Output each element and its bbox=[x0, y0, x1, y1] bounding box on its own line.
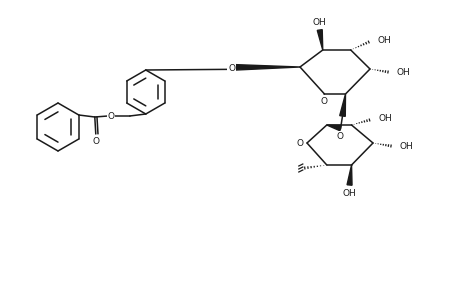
Text: OH: OH bbox=[399, 142, 413, 151]
Text: O: O bbox=[336, 131, 343, 140]
Text: OH: OH bbox=[396, 68, 410, 76]
Polygon shape bbox=[339, 94, 345, 116]
Text: OH: OH bbox=[342, 188, 356, 197]
Polygon shape bbox=[346, 165, 351, 185]
Text: OH: OH bbox=[378, 113, 392, 122]
Text: O: O bbox=[296, 139, 303, 148]
Text: OH: OH bbox=[377, 35, 391, 44]
Text: O: O bbox=[228, 64, 235, 73]
Polygon shape bbox=[317, 30, 322, 50]
Text: O: O bbox=[107, 112, 114, 121]
Text: OH: OH bbox=[312, 17, 326, 26]
Polygon shape bbox=[326, 125, 341, 131]
Text: O: O bbox=[320, 97, 327, 106]
Polygon shape bbox=[233, 64, 299, 70]
Text: O: O bbox=[92, 136, 99, 146]
